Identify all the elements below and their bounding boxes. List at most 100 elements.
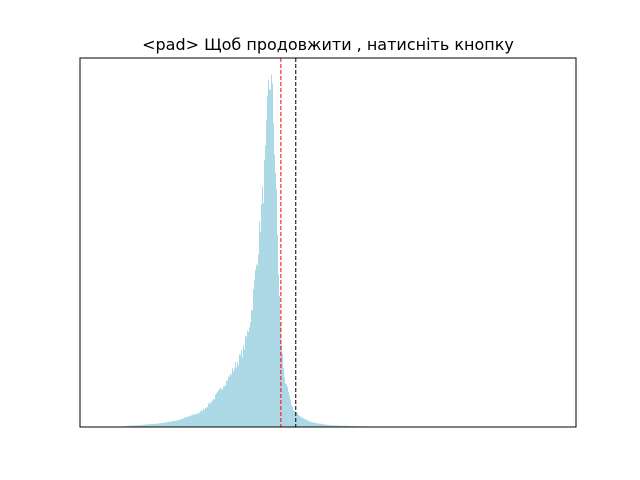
histogram-bar (160, 423, 161, 427)
histogram-bar (286, 383, 287, 427)
histogram-bar (152, 423, 153, 427)
histogram-bar (332, 425, 333, 427)
histogram-bar (294, 410, 295, 427)
histogram-bar (165, 422, 166, 427)
histogram-bar (272, 83, 273, 427)
histogram-bar (333, 425, 334, 427)
histogram-bar (284, 377, 285, 427)
histogram-bar (263, 203, 264, 427)
histogram-bar (227, 381, 228, 427)
histogram-bar (287, 386, 288, 427)
histogram-bar (146, 424, 147, 427)
histogram-bar (159, 423, 160, 427)
histogram-bar (225, 385, 226, 427)
histogram-bar (223, 386, 224, 427)
histogram-bar (321, 423, 322, 427)
histogram-bar (290, 399, 291, 427)
histogram-bar (215, 394, 216, 427)
histogram-bar (138, 425, 139, 427)
histogram-bar (288, 391, 289, 427)
histogram-bar (310, 421, 311, 427)
histogram-bar (176, 420, 177, 427)
histogram-bar (168, 421, 169, 427)
histogram-bar (214, 399, 215, 427)
histogram-bar (246, 336, 247, 427)
histogram-bar (260, 232, 261, 427)
histogram-bar (200, 411, 201, 427)
histogram-bar (175, 420, 176, 427)
histogram-bar (280, 321, 281, 427)
histogram-bar (153, 423, 154, 427)
histogram-bar (219, 388, 220, 427)
histogram-bar (154, 423, 155, 427)
histogram-bar (266, 120, 267, 427)
histogram-bar (322, 423, 323, 427)
histogram-bar (213, 398, 214, 427)
histogram-bar (210, 402, 211, 427)
histogram-bar (255, 269, 256, 427)
histogram-bar (234, 368, 235, 427)
histogram-bar (306, 419, 307, 427)
histogram-bar (179, 419, 180, 427)
histogram-bar (347, 425, 348, 427)
histogram-bar (207, 406, 208, 427)
histogram-bar (127, 425, 128, 427)
histogram-bar (242, 357, 243, 427)
histogram-bar (341, 425, 342, 427)
histogram-bar (205, 408, 206, 427)
histogram-bar (238, 365, 239, 427)
histogram-bar (329, 424, 330, 427)
histogram-bar (252, 310, 253, 427)
histogram-bar (343, 425, 344, 427)
histogram-bar (149, 424, 150, 427)
histogram-bar (133, 425, 134, 427)
histogram-bar (249, 327, 250, 427)
histogram-bar (278, 274, 279, 427)
histogram-bar (239, 354, 240, 427)
histogram-bar (177, 420, 178, 427)
histogram-bar (230, 373, 231, 427)
histogram-bar (229, 376, 230, 427)
histogram-bar (170, 421, 171, 427)
histogram-bar (279, 295, 280, 427)
histogram-bar (167, 422, 168, 427)
histogram-bar (340, 425, 341, 427)
histogram-bar (282, 353, 283, 427)
histogram-bar (328, 424, 329, 427)
axes-frame (79, 57, 577, 428)
histogram-bar (197, 413, 198, 427)
histogram-bar (318, 423, 319, 427)
histogram-bar (264, 159, 265, 427)
histogram-bar (166, 422, 167, 427)
histogram-bar (171, 421, 172, 427)
histogram-bar (291, 405, 292, 427)
histogram-bar (143, 424, 144, 427)
histogram-bar (293, 410, 294, 427)
histogram-bar (292, 406, 293, 427)
histogram-bar (253, 288, 254, 427)
histogram-bar (183, 418, 184, 427)
histogram-bar (305, 419, 306, 427)
histogram-bar (131, 425, 132, 427)
histogram-bar (312, 422, 313, 427)
histogram-bar (276, 188, 277, 427)
histogram-bar (193, 415, 194, 427)
histogram-bar (209, 404, 210, 427)
histogram-bar (324, 424, 325, 427)
histogram-bar (247, 330, 248, 427)
histogram-bar (185, 417, 186, 427)
histogram-bar (204, 409, 205, 427)
histogram-bar (285, 383, 286, 427)
histogram-bar (130, 425, 131, 427)
histogram-bar (326, 424, 327, 427)
histogram-bar (243, 345, 244, 427)
histogram-bar (334, 425, 335, 427)
histogram-bar (128, 425, 129, 427)
histogram-bar (240, 354, 241, 427)
histogram-bar (300, 416, 301, 427)
histogram-bar (303, 418, 304, 427)
histogram-bar (237, 362, 238, 427)
histogram-bar (232, 368, 233, 427)
histogram-bar (158, 423, 159, 427)
